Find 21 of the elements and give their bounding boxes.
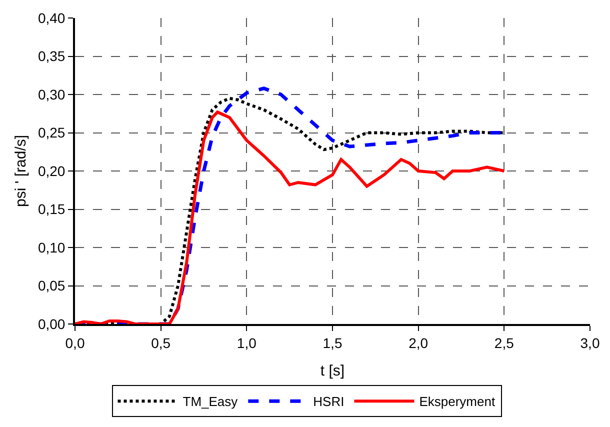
y-tick-label: 0,20: [38, 162, 66, 179]
y-tick-label: 0,05: [38, 278, 66, 294]
x-tick-label: 0,0: [65, 334, 85, 351]
x-tick-label: 2,5: [494, 334, 514, 351]
legend-label: TM_Easy: [182, 394, 238, 410]
x-tick-label: 3,0: [580, 334, 600, 351]
y-tick-label: 0,40: [38, 10, 66, 26]
y-tick-label: 0,35: [38, 48, 66, 64]
y-tick-label: 0,25: [38, 124, 66, 141]
y-tick-label: 0,10: [38, 239, 66, 256]
x-tick-label: 2,0: [408, 334, 428, 351]
y-tick-label: 0,30: [38, 86, 66, 102]
y-tick-label: 0,00: [38, 316, 66, 332]
legend-label: Eksperyment: [419, 394, 496, 410]
y-tick-label: 0,15: [38, 201, 66, 218]
y-axis-title: psi ' [rad/s]: [12, 134, 30, 208]
x-tick-label: 0,5: [151, 334, 171, 351]
x-tick-label: 1,0: [236, 334, 257, 351]
x-axis-title: t [s]: [320, 362, 345, 380]
legend-label: HSRI: [313, 394, 344, 410]
x-tick-label: 1,5: [322, 334, 342, 351]
